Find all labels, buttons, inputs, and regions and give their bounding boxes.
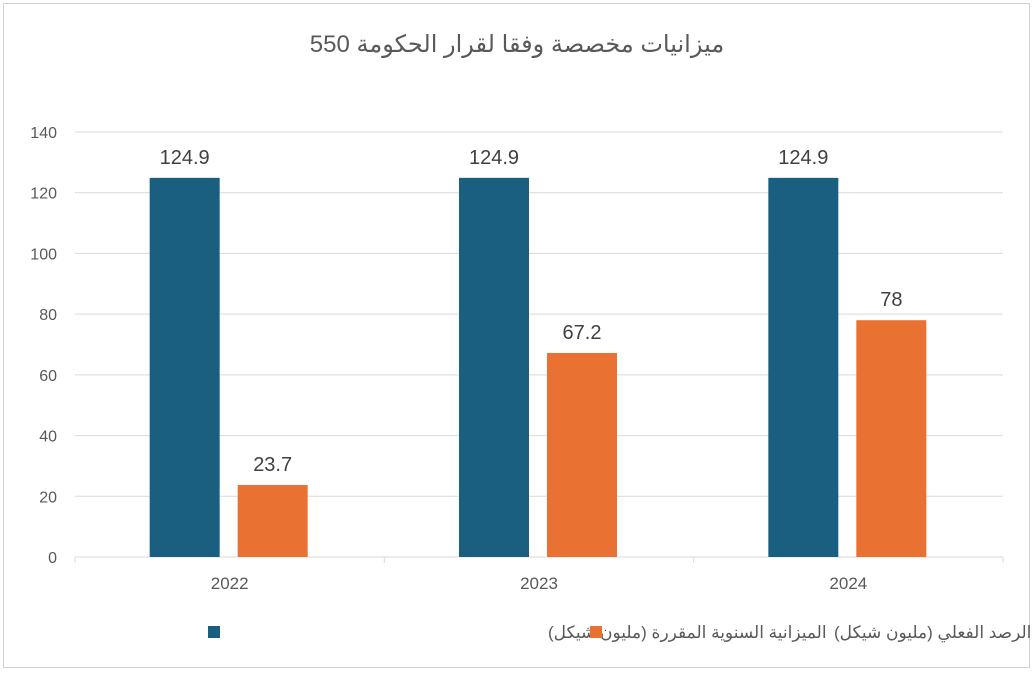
y-tick-label: 60 bbox=[39, 368, 57, 385]
y-tick-label: 80 bbox=[39, 307, 57, 324]
data-label: 67.2 bbox=[563, 322, 602, 344]
x-tick-label: 2023 bbox=[520, 574, 558, 593]
legend: الميزانية السنوية المقررة (مليون شيكل) ال… bbox=[208, 623, 1031, 643]
bar-series-1 bbox=[459, 177, 529, 557]
chart-frame bbox=[3, 3, 1030, 668]
data-label: 78 bbox=[880, 289, 902, 311]
y-tick-label: 0 bbox=[48, 550, 57, 567]
x-tick-label: 2022 bbox=[211, 574, 249, 593]
bar-series-2 bbox=[237, 485, 308, 557]
bar-series-1 bbox=[149, 177, 220, 557]
data-label: 23.7 bbox=[253, 454, 292, 476]
legend-swatch bbox=[590, 626, 602, 638]
data-label: 124.9 bbox=[778, 147, 828, 169]
bar-series-2 bbox=[856, 320, 927, 557]
bar-series-1 bbox=[768, 177, 839, 557]
y-tick-label: 40 bbox=[39, 429, 57, 446]
legend-label: الميزانية السنوية المقررة (مليون شيكل) bbox=[548, 623, 827, 642]
data-label: 124.9 bbox=[469, 147, 519, 169]
legend-label: الرصد الفعلي (مليون شيكل) bbox=[834, 623, 1031, 643]
y-tick-label: 20 bbox=[39, 489, 57, 506]
x-tick-label: 2024 bbox=[829, 574, 867, 593]
y-tick-label: 100 bbox=[30, 246, 57, 263]
legend-swatch bbox=[208, 626, 220, 638]
bar-series-2 bbox=[547, 353, 617, 557]
y-tick-label: 120 bbox=[30, 186, 57, 203]
data-label: 124.9 bbox=[160, 147, 210, 169]
chart-title: ميزانيات مخصصة وفقا لقرار الحكومة 550 bbox=[310, 31, 724, 58]
y-tick-label: 140 bbox=[30, 125, 57, 142]
